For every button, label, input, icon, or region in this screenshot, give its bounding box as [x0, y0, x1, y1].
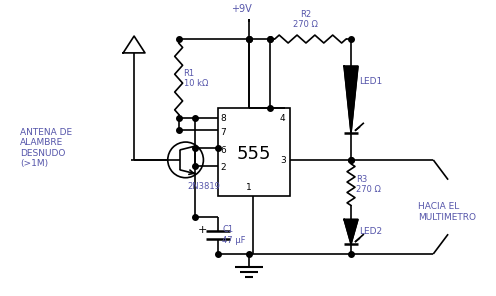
Text: 555: 555 — [237, 145, 271, 163]
Text: R2
270 Ω: R2 270 Ω — [293, 10, 318, 29]
Text: HACIA EL
MULTIMETRO: HACIA EL MULTIMETRO — [419, 202, 476, 222]
Text: 8: 8 — [220, 114, 226, 123]
Text: +9V: +9V — [231, 4, 251, 14]
Text: 6: 6 — [220, 146, 226, 155]
Polygon shape — [344, 66, 358, 133]
Text: 2: 2 — [220, 163, 226, 172]
Bar — [218, 108, 290, 196]
Text: 3: 3 — [280, 156, 286, 165]
Text: R3
270 Ω: R3 270 Ω — [356, 175, 381, 194]
Text: R1
10 kΩ: R1 10 kΩ — [184, 69, 208, 89]
Text: LED1: LED1 — [359, 77, 382, 86]
Text: ANTENA DE
ALAMBRE
DESNUDO
(>1M): ANTENA DE ALAMBRE DESNUDO (>1M) — [20, 128, 72, 168]
Text: +: + — [198, 225, 207, 235]
Polygon shape — [344, 219, 358, 244]
Text: 2N3819: 2N3819 — [187, 182, 220, 191]
Text: 4: 4 — [280, 114, 286, 123]
Text: LED2: LED2 — [359, 227, 382, 236]
Text: C1
47 μF: C1 47 μF — [222, 226, 246, 245]
Text: 1: 1 — [246, 183, 252, 192]
Text: 7: 7 — [220, 128, 226, 137]
